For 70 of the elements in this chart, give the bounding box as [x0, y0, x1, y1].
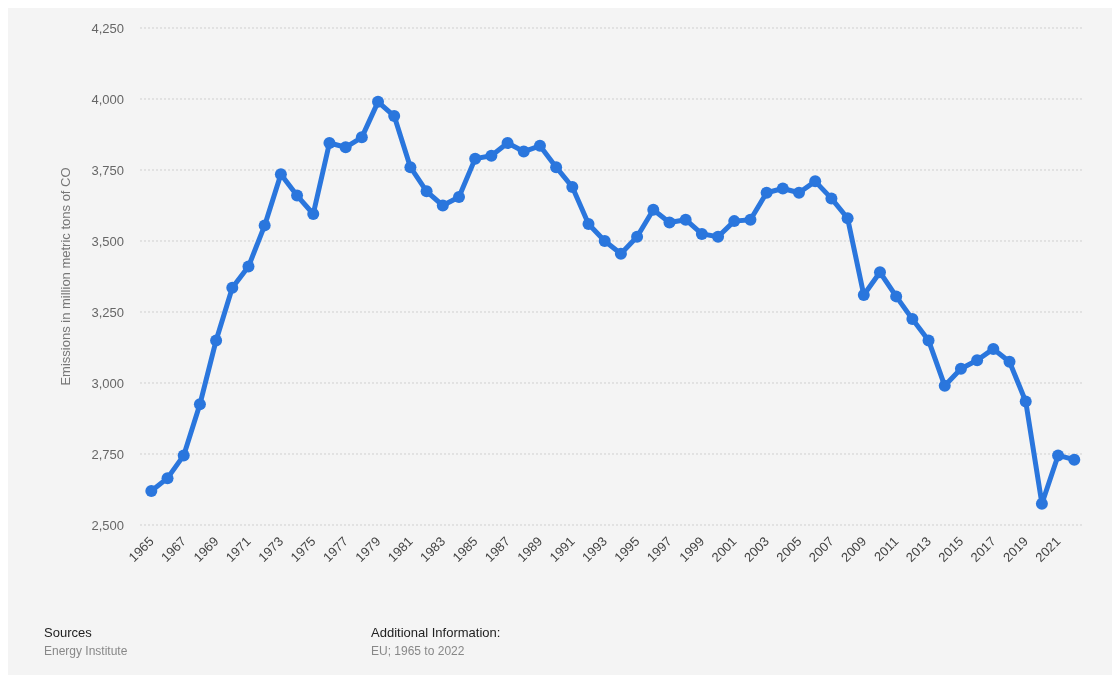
point — [274, 168, 287, 181]
point — [922, 334, 935, 347]
point — [712, 230, 725, 243]
point — [825, 192, 838, 205]
point — [971, 354, 984, 367]
point — [841, 212, 854, 225]
point — [582, 217, 595, 230]
point — [517, 145, 530, 158]
point — [452, 190, 465, 203]
y-tick-label: 3,000 — [91, 375, 124, 391]
point — [161, 472, 174, 485]
y-tick-label: 4,000 — [91, 91, 124, 107]
point — [938, 379, 951, 392]
point — [177, 449, 190, 462]
point — [954, 362, 967, 375]
y-tick-label: 3,500 — [91, 233, 124, 249]
point — [533, 139, 546, 152]
point — [550, 161, 563, 174]
point — [663, 216, 676, 229]
y-tick-label: 3,250 — [91, 304, 124, 320]
point — [355, 131, 368, 144]
point — [388, 110, 401, 123]
point — [631, 230, 644, 243]
y-tick-label: 2,750 — [91, 446, 124, 462]
point — [339, 141, 352, 154]
point — [647, 203, 660, 216]
text: EU; 1965 to 2022 — [371, 644, 465, 658]
point — [906, 313, 919, 326]
point — [258, 219, 271, 232]
point — [210, 334, 223, 347]
point — [873, 266, 886, 279]
point — [469, 152, 482, 165]
point — [436, 199, 449, 212]
y-tick-label: 4,250 — [91, 20, 124, 36]
point — [1035, 497, 1048, 510]
point — [1052, 449, 1065, 462]
point — [501, 137, 514, 150]
point — [987, 342, 1000, 355]
text: Sources — [44, 625, 93, 640]
point — [728, 215, 741, 228]
point — [1019, 395, 1032, 408]
point — [323, 137, 336, 150]
point — [242, 260, 255, 273]
point — [420, 185, 433, 198]
point — [1068, 453, 1081, 466]
text: Energy Institute — [44, 644, 128, 658]
y-tick-label: 2,500 — [91, 517, 124, 533]
point — [776, 182, 789, 195]
point — [793, 186, 806, 199]
point — [372, 95, 385, 108]
point — [695, 227, 708, 240]
point — [598, 235, 611, 247]
point — [404, 161, 417, 174]
text: Additional Information: — [371, 625, 501, 640]
point — [485, 149, 498, 162]
point — [145, 484, 158, 497]
y-tick-label: 3,750 — [91, 162, 124, 178]
point — [760, 186, 773, 199]
point — [1003, 355, 1016, 368]
point — [291, 189, 304, 202]
point — [679, 213, 692, 226]
point — [307, 208, 320, 221]
point — [744, 213, 757, 226]
point — [566, 181, 579, 194]
point — [193, 398, 206, 411]
y-axis-title: Emissions in million metric tons of CO — [58, 167, 73, 386]
point — [614, 247, 627, 260]
point — [890, 290, 903, 303]
point — [226, 281, 239, 294]
point — [809, 175, 822, 188]
